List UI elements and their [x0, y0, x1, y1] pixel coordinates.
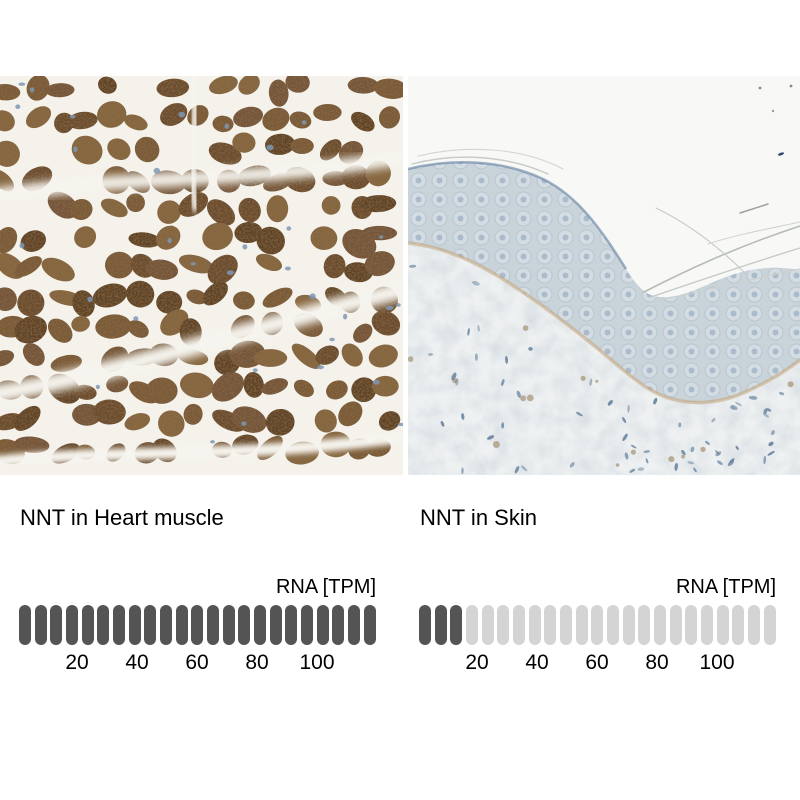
interstitial-clefts: [0, 76, 403, 468]
rna-scale-segment: [466, 605, 479, 645]
rna-scale-segment: [175, 605, 188, 645]
heart-nuclei-dots: [15, 82, 403, 444]
rna-scale-segment: [160, 605, 173, 645]
rna-scale-segment: [191, 605, 204, 645]
rna-scale-segment: [34, 605, 47, 645]
rna-scale-segment: [528, 605, 541, 645]
debris-specks: [758, 84, 793, 156]
rna-scale-segment: [638, 605, 651, 645]
skin-micrograph[interactable]: [408, 76, 800, 475]
rna-scale-segment: [497, 605, 510, 645]
rna-scale-segment: [269, 605, 282, 645]
tick-label: 60: [185, 651, 209, 674]
stratum-granulosum-line: [408, 161, 628, 270]
rna-scale-segment: [113, 605, 126, 645]
rna-scale-segment: [607, 605, 620, 645]
basal-layer-stain-line: [408, 241, 800, 405]
rna-scale-segment: [144, 605, 157, 645]
rna-scale-segment: [19, 605, 31, 645]
tick-label: 40: [525, 651, 549, 674]
heart-rna-scale-bar: [19, 605, 376, 645]
heart-muscle-micrograph[interactable]: [0, 76, 403, 475]
rna-scale-segment: [575, 605, 588, 645]
rna-scale-segment: [622, 605, 635, 645]
tick-label: 40: [125, 651, 149, 674]
rna-scale-segment: [332, 605, 345, 645]
skin-panel-title: NNT in Skin: [420, 505, 537, 530]
rna-scale-segment: [316, 605, 329, 645]
rna-scale-segment: [301, 605, 314, 645]
heart-muscle-micrograph-art: [0, 76, 403, 475]
tick-label: 20: [65, 651, 89, 674]
dermis-region: [408, 243, 800, 475]
rna-scale-segment: [254, 605, 267, 645]
rna-scale-segment: [363, 605, 376, 645]
rna-scale-segment: [97, 605, 110, 645]
rna-scale-segment: [544, 605, 557, 645]
tick-label: 100: [299, 651, 335, 674]
skin-rna-ticks: 20 40 60 80 100: [419, 651, 776, 674]
heart-rna-axis-label: RNA [TPM]: [275, 576, 376, 598]
rna-scale-segment: [669, 605, 682, 645]
rna-scale-segment: [238, 605, 251, 645]
stratum-corneum-flakes: [411, 148, 800, 301]
rna-scale-segment: [701, 605, 714, 645]
rna-scale-segment: [654, 605, 667, 645]
rna-scale-segment: [50, 605, 63, 645]
epidermis-cell-texture: [408, 162, 800, 403]
rna-scale-segment: [685, 605, 698, 645]
skin-micrograph-art: [408, 76, 800, 475]
rna-scale-segment: [513, 605, 526, 645]
rna-scale-segment: [560, 605, 573, 645]
tick-label: 60: [585, 651, 609, 674]
rna-scale-segment: [128, 605, 141, 645]
rna-scale-segment: [348, 605, 361, 645]
rna-scale-segment: [591, 605, 604, 645]
rna-scale-segment: [450, 605, 463, 645]
heart-panel-title: NNT in Heart muscle: [20, 505, 224, 530]
rna-scale-segment: [285, 605, 298, 645]
rna-scale-segment: [207, 605, 220, 645]
rna-scale-segment: [66, 605, 79, 645]
skin-rna-chart: RNA [TPM] 20 40 60 80 100: [419, 575, 776, 674]
tick-label: 80: [645, 651, 669, 674]
tick-label: 100: [699, 651, 735, 674]
heart-rna-ticks: 20 40 60 80 100: [19, 651, 376, 674]
rna-scale-segment: [716, 605, 729, 645]
skin-rna-scale-bar: [419, 605, 776, 645]
dermis-nuclei-dots: [408, 264, 794, 475]
tick-label: 80: [245, 651, 269, 674]
rna-scale-segment: [434, 605, 447, 645]
rna-scale-segment: [748, 605, 761, 645]
skin-rna-axis-label: RNA [TPM]: [675, 576, 776, 598]
rna-scale-segment: [419, 605, 431, 645]
rna-scale-segment: [481, 605, 494, 645]
rna-scale-segment: [81, 605, 94, 645]
tick-label: 20: [465, 651, 489, 674]
rna-scale-segment: [732, 605, 745, 645]
rna-scale-segment: [222, 605, 235, 645]
heart-rna-chart: RNA [TPM] 20 40 60 80 100: [19, 575, 376, 674]
rna-scale-segment: [763, 605, 776, 645]
